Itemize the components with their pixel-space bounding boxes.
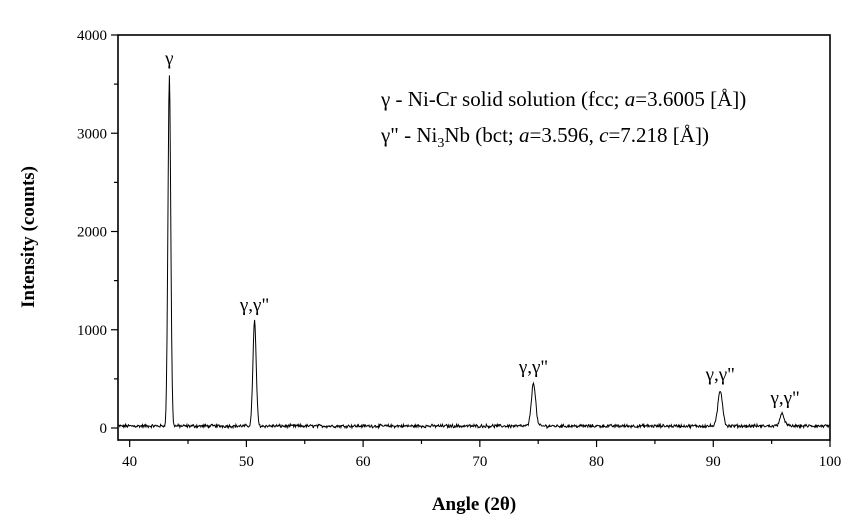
x-tick-label: 50	[239, 454, 254, 470]
y-axis: 0 1000 2000 3000 4000	[77, 28, 118, 437]
plot-frame	[117, 34, 831, 441]
y-tick-label: 2000	[77, 225, 107, 241]
peak-label: γ,γ"	[769, 388, 799, 409]
y-tick-label: 0	[100, 421, 108, 437]
x-tick-label: 70	[472, 454, 487, 470]
x-tick-label: 90	[706, 454, 721, 470]
y-tick-label: 1000	[77, 323, 107, 339]
x-tick-label: 40	[122, 454, 137, 470]
diffraction-pattern-line	[117, 75, 831, 430]
y-tick-label: 3000	[77, 126, 107, 142]
peak-label: γ	[164, 48, 173, 69]
x-axis-title: Angle (2θ)	[432, 494, 516, 515]
peak-labels: γ γ,γ" γ,γ" γ,γ" γ,γ"	[164, 48, 800, 409]
peak-label: γ,γ"	[705, 365, 735, 386]
y-tick-label: 4000	[77, 28, 107, 44]
legend: γ - Ni-Cr solid solution (fcc; a=3.6005 …	[380, 87, 746, 151]
x-tick-label: 100	[819, 454, 842, 470]
peak-label: γ,γ"	[518, 357, 548, 378]
peak-label: γ,γ"	[239, 295, 269, 316]
legend-entry-fcc: γ - Ni-Cr solid solution (fcc; a=3.6005 …	[380, 87, 746, 111]
legend-entry-bct: γ" - Ni3Nb (bct; a=3.596, c=7.218 [Å])	[380, 123, 709, 151]
y-axis-title: Intensity (counts)	[18, 166, 39, 308]
x-tick-label: 80	[589, 454, 604, 470]
x-tick-label: 60	[356, 454, 371, 470]
plot-area	[117, 75, 831, 430]
x-axis: 40 50 60 70 80 90 100	[122, 440, 841, 470]
